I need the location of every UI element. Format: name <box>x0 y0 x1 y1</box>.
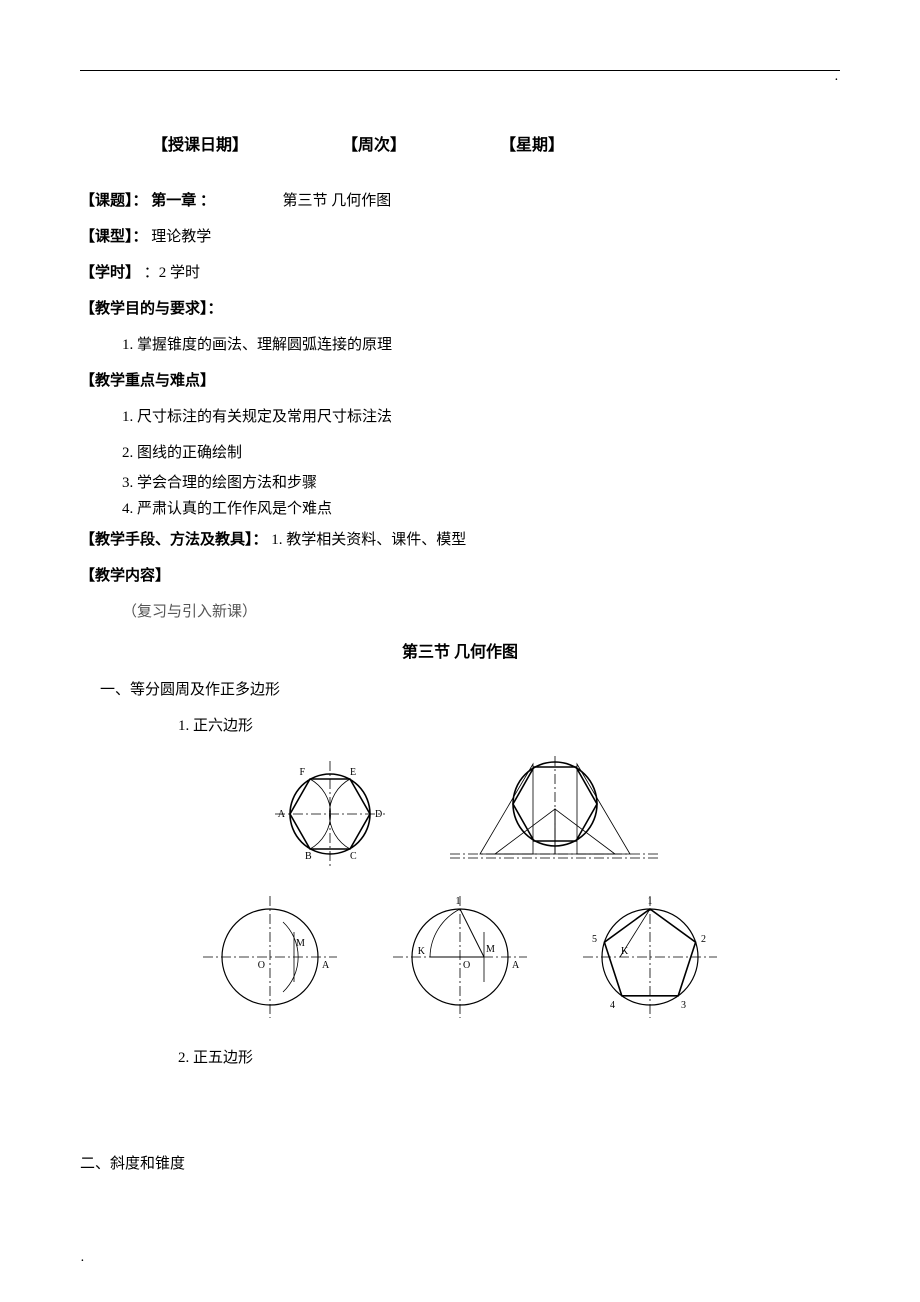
corner-dot-bl: ． <box>80 1249 90 1264</box>
hex-label-a: A <box>278 809 286 820</box>
subsection-1-2: 2. 正五边形 <box>80 1040 840 1076</box>
hex-label-c: C <box>350 851 357 862</box>
topic-row: 【课题】： 第一章 ： 第三节 几何作图 <box>80 183 840 219</box>
means-row: 【教学手段、方法及教具】： 1. 教学相关资料、课件、模型 <box>80 522 840 558</box>
type-row: 【课型】： 理论教学 <box>80 219 840 255</box>
subsection-1-1: 1. 正六边形 <box>80 708 840 744</box>
hex-label-e: E <box>350 767 356 778</box>
aim-item-1: 1. 掌握锥度的画法、理解圆弧连接的原理 <box>80 327 840 363</box>
p2-label-o: O <box>463 960 470 971</box>
header-day: 【星期】 <box>500 137 564 154</box>
hours-value: ：2 学时 <box>144 265 200 281</box>
focus-item-1: 1. 尺寸标注的有关规定及常用尺寸标注法 <box>80 399 840 435</box>
hours-label: 【学时】 <box>80 265 140 281</box>
pentagon-step2-figure: 1 K O M A <box>385 892 535 1022</box>
type-label: 【课型】： <box>80 229 148 245</box>
topic-label: 【课题】： <box>80 193 148 209</box>
hex-label-f: F <box>299 767 305 778</box>
pentagon-figures: O A M 1 K O M A <box>80 892 840 1022</box>
p1-label-a: A <box>322 960 330 971</box>
focus-item-2: 2. 图线的正确绘制 <box>80 435 840 471</box>
p2-label-1: 1 <box>456 896 461 907</box>
focus-item-4: 4. 严肃认真的工作作风是个难点 <box>80 497 840 523</box>
type-value: 理论教学 <box>151 229 211 245</box>
subsection-2: 二、斜度和锥度 <box>80 1146 840 1182</box>
section-title: 第三节 几何作图 <box>80 638 840 662</box>
content-label: 【教学内容】 <box>80 558 840 594</box>
p1-label-o: O <box>258 960 265 971</box>
focus-label: 【教学重点与难点】 <box>80 363 840 399</box>
p3-label-k: K <box>621 946 629 957</box>
pentagon-step1-figure: O A M <box>195 892 345 1022</box>
p3-label-2: 2 <box>701 934 706 945</box>
header-date: 【授课日期】 <box>152 137 248 154</box>
header-line: 【授课日期】 【周次】 【星期】 <box>80 131 840 155</box>
subsection-1: 一、等分圆周及作正多边形 <box>80 672 840 708</box>
topic-rest: 第三节 几何作图 <box>283 193 392 209</box>
header-week: 【周次】 <box>342 137 406 154</box>
means-value: 1. 教学相关资料、课件、模型 <box>271 532 466 548</box>
hexagon-inscribed-figure: A B C D E F <box>255 759 405 869</box>
pentagon-step3-figure: 1 2 3 4 5 K <box>575 892 725 1022</box>
topic-chapter: 第一章 ： <box>151 193 215 209</box>
p2-label-a: A <box>512 960 520 971</box>
content-intro: （复习与引入新课） <box>80 594 840 630</box>
p3-label-3: 3 <box>681 1000 686 1011</box>
hexagon-setsquare-figure <box>445 754 665 874</box>
p3-label-1: 1 <box>648 896 653 907</box>
hex-label-b: B <box>305 851 312 862</box>
aim-label: 【教学目的与要求】： <box>80 291 840 327</box>
hours-row: 【学时】 ：2 学时 <box>80 255 840 291</box>
p2-label-m: M <box>486 944 495 955</box>
p3-label-4: 4 <box>610 1000 615 1011</box>
p3-label-5: 5 <box>592 934 597 945</box>
hex-label-d: D <box>375 809 382 820</box>
means-label: 【教学手段、方法及教具】： <box>80 532 268 548</box>
p1-label-m: M <box>296 938 305 949</box>
top-rule <box>80 70 840 71</box>
hexagon-figures: A B C D E F <box>80 754 840 874</box>
p2-label-k: K <box>418 946 426 957</box>
focus-item-3: 3. 学会合理的绘图方法和步骤 <box>80 471 840 497</box>
corner-dot-tr: ． <box>834 68 844 83</box>
page: ． 【授课日期】 【周次】 【星期】 【课题】： 第一章 ： 第三节 几何作图 … <box>0 0 920 1302</box>
